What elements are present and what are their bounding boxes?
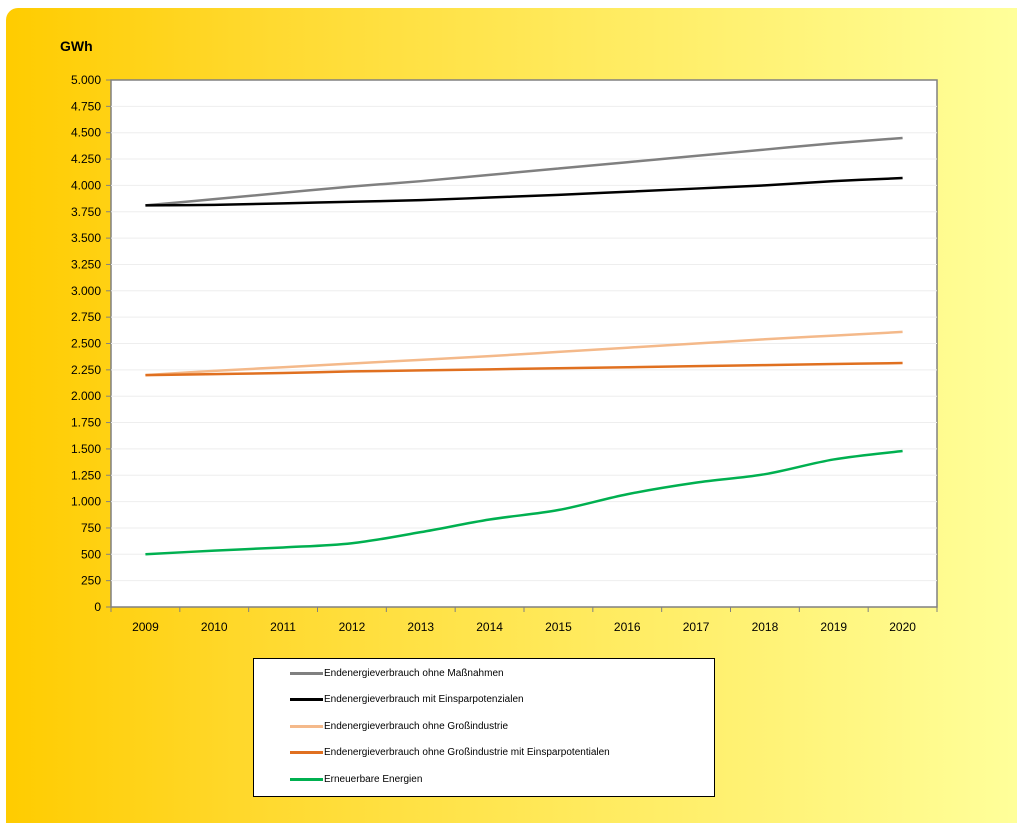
legend-item: Endenergieverbrauch mit Einsparpotenzial…	[290, 693, 524, 707]
legend-swatch	[290, 698, 323, 701]
y-tick-label: 500	[81, 547, 101, 561]
y-tick-label: 2.000	[71, 389, 101, 403]
y-tick-label: 3.500	[71, 231, 101, 245]
legend-swatch	[290, 671, 323, 675]
x-tick-label: 2018	[752, 620, 779, 634]
x-tick-label: 2020	[889, 620, 916, 634]
x-tick-label: 2010	[201, 620, 228, 634]
legend-label: Endenergieverbrauch mit Einsparpotenzial…	[324, 694, 524, 705]
y-tick-label: 4.750	[71, 99, 101, 113]
y-tick-label: 0	[94, 600, 101, 614]
series-line-2	[145, 176, 903, 207]
x-tick-label: 2014	[476, 620, 503, 634]
x-tick-label: 2016	[614, 620, 641, 634]
x-tick-label: 2012	[339, 620, 366, 634]
y-tick-label: 1.500	[71, 442, 101, 456]
y-tick-label: 3.750	[71, 205, 101, 219]
y-tick-label: 3.000	[71, 284, 101, 298]
y-tick-label: 4.500	[71, 126, 101, 140]
legend-item: Endenergieverbrauch ohne Maßnahmen	[290, 666, 504, 680]
series-line-3	[145, 330, 903, 377]
legend-label: Endenergieverbrauch ohne Maßnahmen	[324, 667, 504, 679]
legend-item: Endenergieverbrauch ohne Großindustrie m…	[290, 746, 610, 760]
legend-swatch	[290, 777, 323, 781]
chart-legend: Endenergieverbrauch ohne Maßnahmen Endene…	[253, 658, 715, 797]
x-tick-label: 2017	[683, 620, 710, 634]
x-tick-label: 2015	[545, 620, 572, 634]
y-tick-label: 1.750	[71, 416, 101, 430]
y-axis-unit-label: GWh	[60, 38, 93, 54]
legend-label: Erneuerbare Energien	[324, 773, 423, 785]
series-line-4	[145, 361, 903, 377]
series-line-1	[145, 136, 903, 207]
legend-label: Endenergieverbrauch ohne Großindustrie m…	[324, 747, 610, 758]
y-tick-label: 1.000	[71, 495, 101, 509]
x-tick-label: 2013	[407, 620, 434, 634]
y-tick-label: 750	[81, 521, 101, 535]
y-tick-label: 1.250	[71, 468, 101, 482]
y-tick-label: 2.500	[71, 337, 101, 351]
x-tick-label: 2019	[820, 620, 847, 634]
y-tick-label: 2.750	[71, 310, 101, 324]
x-tick-label: 2009	[132, 620, 159, 634]
y-tick-label: 4.250	[71, 152, 101, 166]
x-tick-label: 2011	[270, 620, 296, 634]
legend-item: Endenergieverbrauch ohne Großindustrie	[290, 719, 508, 733]
series-line-5	[145, 449, 903, 556]
legend-swatch	[290, 724, 323, 728]
y-tick-label: 5.000	[71, 73, 101, 87]
legend-swatch	[290, 751, 323, 754]
y-tick-label: 4.000	[71, 178, 101, 192]
legend-label: Endenergieverbrauch ohne Großindustrie	[324, 720, 508, 732]
legend-item: Erneuerbare Energien	[290, 772, 422, 786]
y-tick-label: 250	[81, 574, 101, 588]
y-tick-label: 2.250	[71, 363, 101, 377]
y-tick-label: 3.250	[71, 257, 101, 271]
